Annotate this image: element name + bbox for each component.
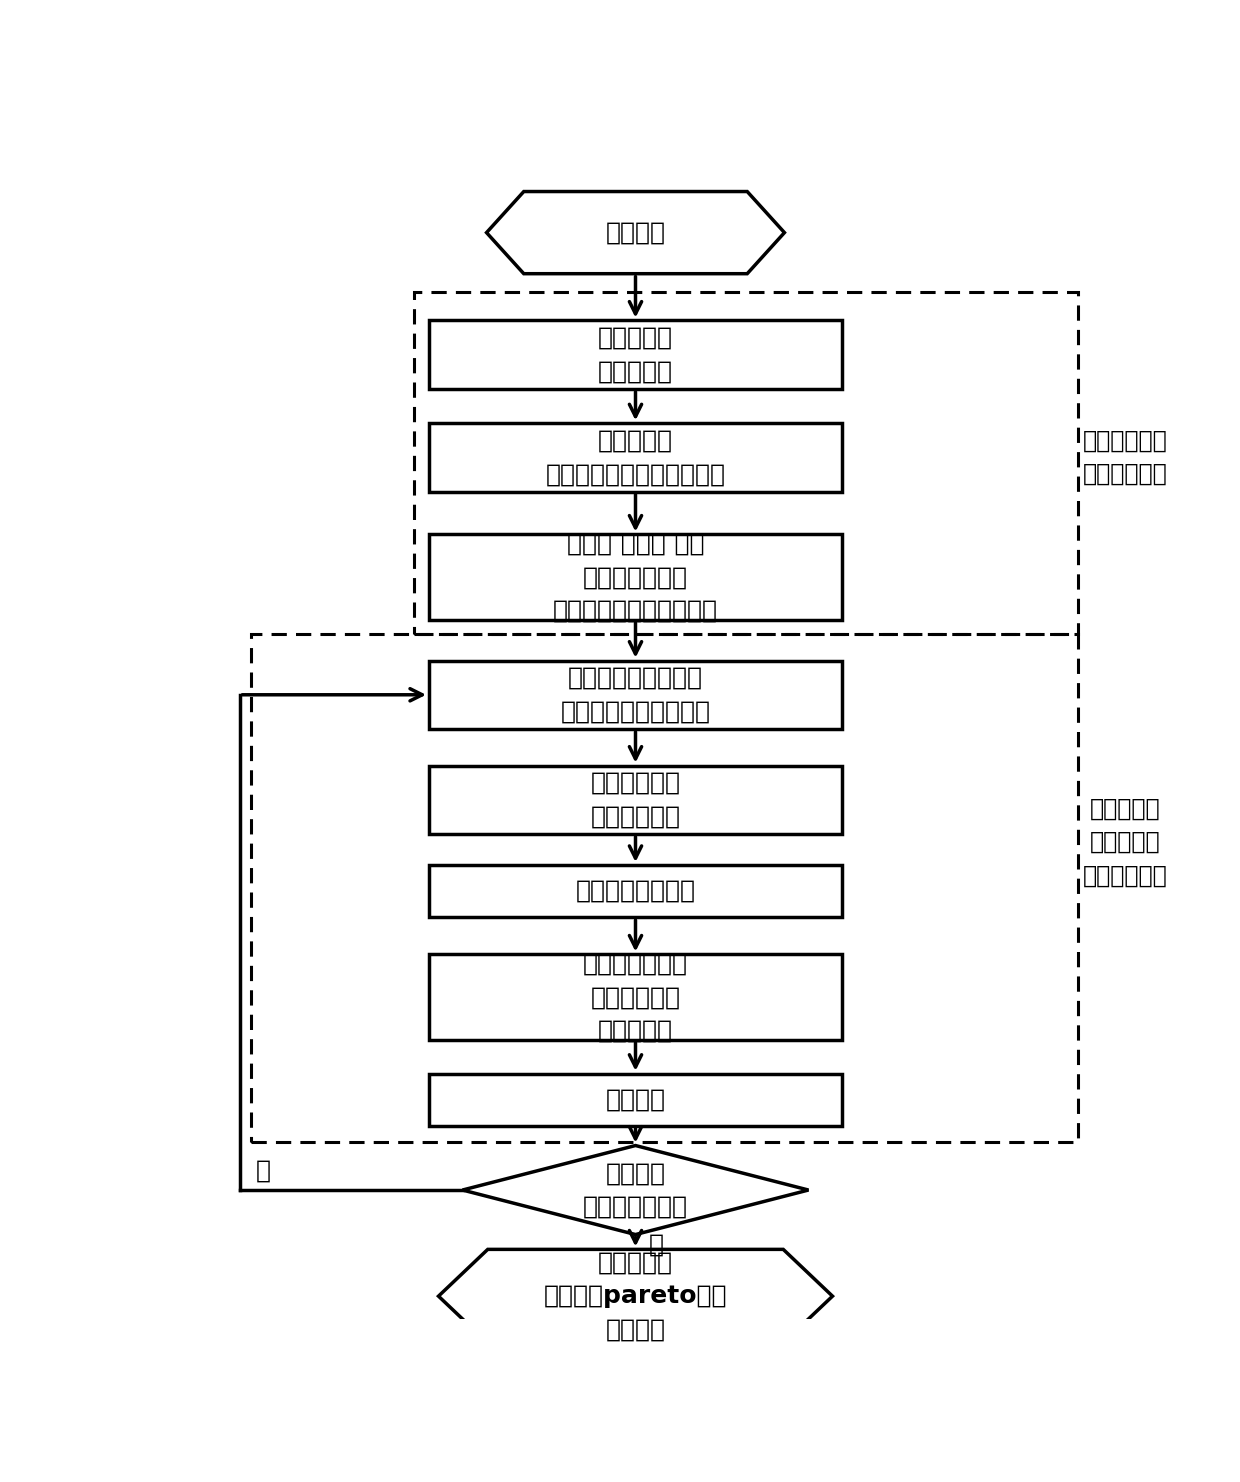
Text: 否: 否	[255, 1159, 270, 1183]
Text: 计算群体共享适应度
挑选出小生境共享群体: 计算群体共享适应度 挑选出小生境共享群体	[560, 665, 711, 723]
Text: 选出优良个体
计算海明距离: 选出优良个体 计算海明距离	[590, 771, 681, 828]
Text: 选择、 交叉、 变异
合并父代与子代
精英保持策略产生新种群: 选择、 交叉、 变异 合并父代与子代 精英保持策略产生新种群	[553, 532, 718, 622]
Text: 评价种群: 评价种群	[605, 1088, 666, 1112]
Text: 群体共享的
小生境计算
（局部优化）: 群体共享的 小生境计算 （局部优化）	[1083, 796, 1167, 888]
FancyBboxPatch shape	[429, 320, 842, 388]
Text: 遗传算法操作
（全局优化）: 遗传算法操作 （全局优化）	[1083, 428, 1167, 486]
Text: 是: 是	[649, 1233, 663, 1257]
Polygon shape	[463, 1146, 808, 1235]
Polygon shape	[439, 1249, 832, 1343]
Text: 开始算法: 开始算法	[605, 221, 666, 245]
Polygon shape	[486, 191, 785, 274]
Text: 染色体解码
输出最优pareto解集
算法结束: 染色体解码 输出最优pareto解集 算法结束	[544, 1251, 727, 1341]
FancyBboxPatch shape	[429, 954, 842, 1040]
Text: 快速非支配排序
淘汰较差群体
产生新种群: 快速非支配排序 淘汰较差群体 产生新种群	[583, 951, 688, 1043]
FancyBboxPatch shape	[429, 865, 842, 917]
FancyBboxPatch shape	[429, 766, 842, 834]
FancyBboxPatch shape	[429, 661, 842, 729]
Text: 染色体编码
参数初始化: 染色体编码 参数初始化	[598, 326, 673, 384]
FancyBboxPatch shape	[429, 535, 842, 619]
Text: 是否满足
停止运算条件？: 是否满足 停止运算条件？	[583, 1162, 688, 1218]
FancyBboxPatch shape	[429, 1073, 842, 1126]
FancyBboxPatch shape	[429, 424, 842, 492]
Text: 初始化种群
计算个体适应度和拥挤距离: 初始化种群 计算个体适应度和拥挤距离	[546, 428, 725, 486]
Text: 调整子群体适应度: 调整子群体适应度	[575, 879, 696, 903]
